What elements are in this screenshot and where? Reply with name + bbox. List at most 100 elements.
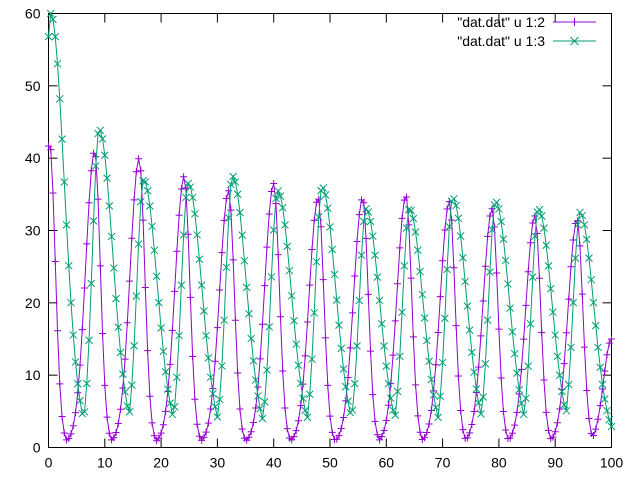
- series-1-point: [452, 322, 460, 330]
- series-1-point: [290, 433, 298, 441]
- series-1-point: [263, 243, 271, 251]
- series-2-point: [452, 201, 460, 210]
- series-2-point: [486, 268, 494, 276]
- series-1-point: [54, 327, 62, 335]
- series-1-point: [486, 212, 494, 220]
- series-1-point: [450, 264, 458, 272]
- series-1-point: [202, 428, 210, 436]
- series-2-point: [587, 275, 596, 284]
- series-2-point: [150, 246, 159, 255]
- axis-tick-labels: 0 10 20 30 40 50 60 70 80 90 100 0 10 20 30 40 50 60: [25, 6, 623, 471]
- series-2-point: [64, 261, 73, 270]
- series-1-point: [385, 401, 393, 409]
- series-2-point: [109, 264, 118, 272]
- series-1-point: [416, 428, 424, 436]
- series-2-point: [400, 262, 409, 270]
- series-2-point: [62, 221, 71, 229]
- series-2-point: [522, 394, 530, 403]
- series-1-point: [328, 428, 336, 436]
- series-2-point: [555, 371, 564, 380]
- series-1-point: [484, 232, 492, 240]
- series-1-point: [234, 369, 242, 377]
- legend-entry-1-label: "dat.dat" u 1:2: [457, 14, 545, 30]
- series-2-point: [605, 415, 614, 424]
- series-1-point: [229, 256, 237, 264]
- series-2-point: [209, 389, 217, 398]
- series-2-point: [276, 192, 285, 200]
- series-1-point: [139, 216, 147, 224]
- series-2-point: [247, 334, 256, 343]
- series-1-point: [186, 293, 194, 301]
- series-2-point: [393, 387, 402, 396]
- series-2-point: [231, 178, 240, 186]
- series-1-point: [47, 146, 55, 154]
- series-1-point: [576, 242, 584, 250]
- x-tick-label: 20: [153, 455, 169, 471]
- series-1-point: [335, 431, 343, 439]
- series-2-point: [186, 183, 195, 191]
- series-1-point: [436, 293, 444, 301]
- series-1-point: [360, 199, 368, 207]
- series-1-point: [511, 421, 519, 429]
- series-2-point: [213, 413, 222, 421]
- series-1-point: [321, 334, 329, 342]
- series-2-point: [551, 331, 560, 339]
- series-2-point: [499, 235, 508, 243]
- series-2-point: [260, 397, 269, 406]
- series-2-point: [73, 379, 82, 388]
- series-1-point: [294, 417, 302, 425]
- series-2-point: [483, 316, 492, 324]
- series-2-point: [384, 379, 393, 388]
- series-1-point: [101, 381, 109, 389]
- series-1-point: [180, 173, 188, 181]
- series-2-point: [44, 32, 53, 41]
- series-1-point: [249, 419, 257, 426]
- series-2-point: [254, 392, 262, 400]
- series-1-point: [126, 277, 134, 285]
- series-1-point: [506, 434, 514, 442]
- series-2-point: [94, 129, 102, 138]
- series-2-point: [312, 257, 321, 266]
- series-2-point: [236, 208, 244, 217]
- series-2-point: [98, 134, 107, 143]
- series-2-point: [227, 180, 235, 189]
- series-1-point: [398, 214, 406, 222]
- series-2-point: [301, 406, 310, 415]
- series-2-point: [103, 174, 111, 182]
- series-2-point: [222, 263, 231, 272]
- series-1-point: [594, 415, 602, 423]
- series-2-point: [562, 406, 571, 415]
- series-2-point: [355, 296, 364, 305]
- series-2-point: [60, 178, 69, 186]
- legend-entry-1-marker: [570, 18, 579, 26]
- series-2-point: [281, 221, 289, 229]
- series-2-point: [582, 235, 591, 244]
- series-2-point: [278, 203, 287, 212]
- series-1-point: [407, 274, 415, 282]
- series-1-point: [349, 309, 357, 317]
- x-tick-label: 10: [97, 455, 113, 471]
- series-1-point: [601, 367, 609, 375]
- series-1-point: [81, 284, 89, 292]
- series-2-point: [371, 251, 379, 260]
- series-1-point: [155, 434, 163, 442]
- series-2-point: [409, 214, 418, 223]
- series-1-point: [315, 195, 323, 203]
- series-2-point: [567, 343, 575, 352]
- series-1-point: [159, 421, 167, 429]
- series-2-point: [546, 284, 555, 293]
- series-1-point: [324, 381, 332, 389]
- series-2-point: [450, 194, 458, 203]
- series-1-point: [261, 282, 269, 290]
- series-1-point: [191, 395, 199, 403]
- series-2-point: [438, 358, 447, 367]
- series-1-point: [137, 167, 145, 175]
- series-1-point: [592, 425, 600, 433]
- series-2-point: [299, 394, 307, 403]
- series-2-point: [182, 193, 190, 202]
- series-2-point: [375, 296, 384, 305]
- series-1-point: [238, 425, 246, 433]
- series-2-point: [238, 231, 247, 240]
- series-2-point: [479, 393, 487, 401]
